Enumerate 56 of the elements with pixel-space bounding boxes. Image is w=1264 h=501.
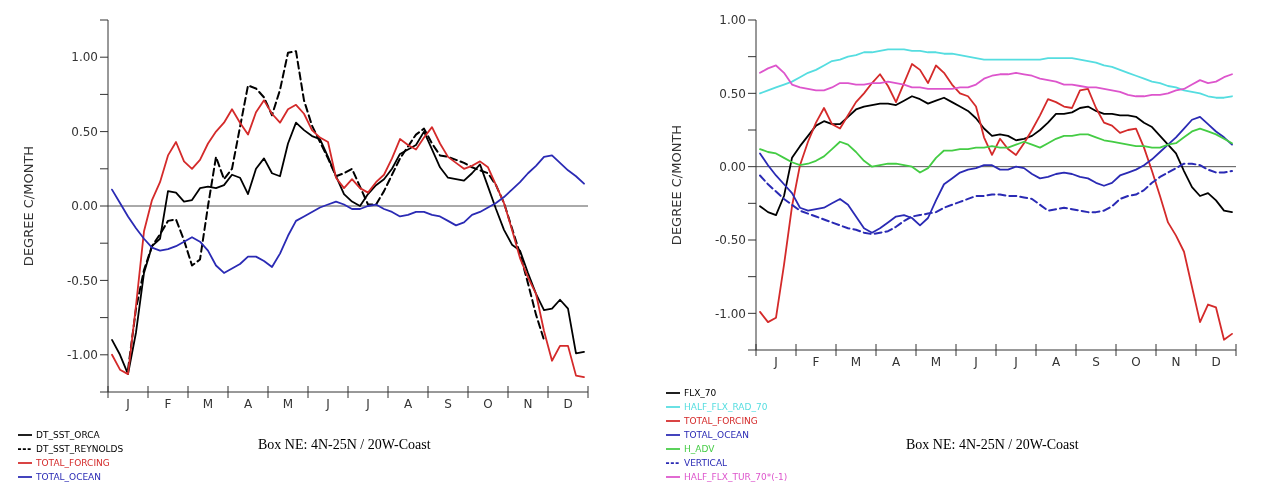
y-axis-title: DEGREE C/MONTH [668, 124, 684, 246]
x-tick-label: F [164, 397, 172, 411]
x-tick-label: M [202, 397, 214, 411]
x-tick-label: J [125, 397, 130, 411]
x-tick-label: M [850, 355, 862, 369]
y-tick-label: 1.00 [71, 50, 98, 65]
y-tick-label: -0.50 [66, 273, 98, 288]
x-tick-label: D [563, 397, 573, 411]
legend-label: TOTAL_FORCING [684, 415, 758, 426]
legend-label: HALF_FLX_TUR_70*(-1) [684, 471, 788, 482]
x-tick-label: A [243, 397, 253, 411]
line-series [759, 48, 1233, 99]
x-tick-label: S [444, 397, 452, 411]
y-tick-label: 1.00 [719, 13, 746, 28]
x-tick-label: A [403, 397, 413, 411]
x-tick-label: J [773, 355, 778, 369]
x-tick-label: N [1171, 355, 1181, 369]
x-tick-label: F [812, 355, 820, 369]
x-tick-label: A [891, 355, 901, 369]
legend-label: DT_SST_ORCA [36, 429, 100, 440]
x-tick-label: M [282, 397, 294, 411]
legend-label: TOTAL_FORCING [36, 457, 110, 468]
x-tick-label: J [365, 397, 370, 411]
line-series [759, 115, 1233, 234]
line-series [759, 64, 1233, 98]
y-tick-label: 0.50 [71, 124, 98, 139]
x-tick-label: O [1131, 355, 1141, 369]
y-tick-label: -1.00 [714, 306, 746, 321]
x-tick-label: J [1013, 355, 1018, 369]
y-tick-label: 0.00 [719, 159, 746, 174]
legend-label: VERTICAL [684, 457, 728, 468]
x-tick-label: M [930, 355, 942, 369]
x-tick-label: O [483, 397, 493, 411]
x-tick-label: S [1092, 355, 1100, 369]
line-series [759, 127, 1233, 174]
y-tick-label: 0.00 [71, 199, 98, 214]
y-tick-label: -1.00 [66, 348, 98, 363]
line-series [759, 95, 1233, 216]
x-tick-label: J [973, 355, 978, 369]
x-tick-label: N [523, 397, 533, 411]
legend-label: TOTAL_OCEAN [36, 471, 101, 482]
text: Box NE: 4N-25N / 20W-Coast [906, 437, 1079, 453]
legend-label: DT_SST_REYNOLDS [36, 443, 124, 454]
legend-label: HALF_FLX_RAD_70 [684, 401, 768, 412]
legend-label: H_ADV [684, 443, 715, 454]
legend-label: TOTAL_OCEAN [684, 429, 749, 440]
y-tick-label: 0.50 [719, 86, 746, 101]
text: Box NE: 4N-25N / 20W-Coast [258, 437, 431, 453]
x-tick-label: D [1211, 355, 1221, 369]
y-axis-title: DEGREE C/MONTH [20, 145, 36, 267]
x-tick-label: A [1051, 355, 1061, 369]
line-series [111, 154, 585, 274]
y-tick-label: -0.50 [714, 233, 746, 248]
legend-label: FLX_70 [684, 387, 717, 398]
line-series [759, 63, 1233, 341]
x-tick-label: J [325, 397, 330, 411]
